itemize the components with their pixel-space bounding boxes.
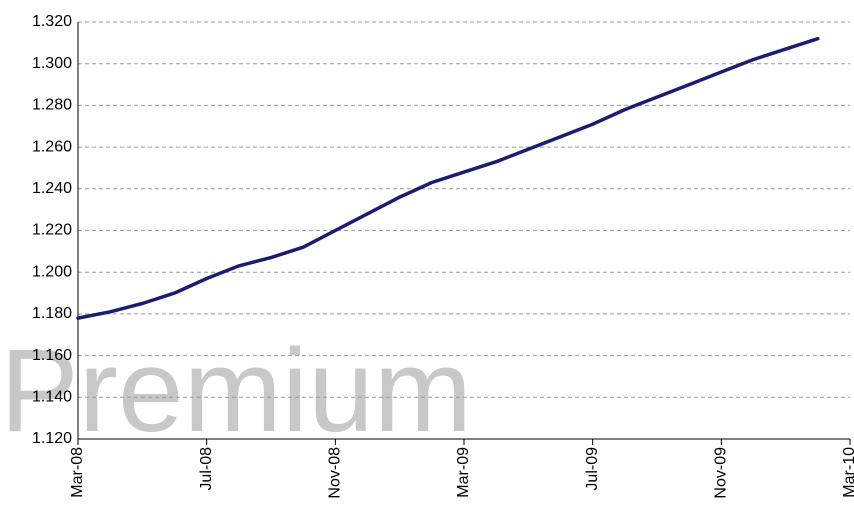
y-tick-label: 1.180 (32, 305, 72, 322)
x-tick-label: Jul-09 (584, 447, 601, 491)
watermark: Premium (0, 325, 472, 457)
y-tick-label: 1.260 (32, 138, 72, 155)
x-tick-label: Jul-08 (198, 447, 215, 491)
y-tick-label: 1.220 (32, 222, 72, 239)
line-series (76, 36, 820, 320)
x-tick-label: Nov-09 (713, 447, 730, 499)
x-tick-label: Mar-09 (455, 447, 472, 498)
y-tick-label: 1.320 (32, 13, 72, 30)
x-tick-label: Mar-08 (69, 447, 86, 498)
y-tick-label: 1.280 (32, 97, 72, 114)
x-tick-label: Nov-08 (327, 447, 344, 499)
y-tick-label: 1.160 (32, 347, 72, 364)
x-tick-label: Mar-10 (841, 447, 854, 498)
y-tick-label: 1.240 (32, 180, 72, 197)
y-tick-label: 1.200 (32, 263, 72, 280)
y-tick-label: 1.140 (32, 389, 72, 406)
y-tick-label: 1.120 (32, 430, 72, 447)
y-tick-label: 1.300 (32, 55, 72, 72)
